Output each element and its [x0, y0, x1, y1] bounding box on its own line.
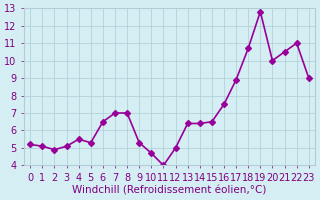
X-axis label: Windchill (Refroidissement éolien,°C): Windchill (Refroidissement éolien,°C) [72, 186, 267, 196]
